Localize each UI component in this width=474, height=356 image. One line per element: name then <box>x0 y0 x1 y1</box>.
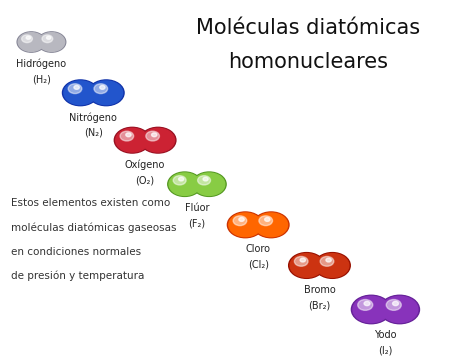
Text: (N₂): (N₂) <box>84 128 103 138</box>
Circle shape <box>228 212 263 238</box>
Circle shape <box>179 177 184 181</box>
Circle shape <box>253 212 289 238</box>
Circle shape <box>37 32 66 52</box>
Circle shape <box>169 173 201 195</box>
Text: (Br₂): (Br₂) <box>309 300 330 310</box>
Text: homonucleares: homonucleares <box>228 52 388 72</box>
Circle shape <box>382 297 418 323</box>
Circle shape <box>142 129 174 152</box>
Circle shape <box>22 35 32 43</box>
Circle shape <box>290 253 323 277</box>
Text: (H₂): (H₂) <box>32 74 51 84</box>
Circle shape <box>289 253 325 278</box>
Circle shape <box>90 81 123 105</box>
Circle shape <box>46 36 51 39</box>
Circle shape <box>38 33 64 51</box>
Text: Hidrógeno: Hidrógeno <box>17 59 66 69</box>
Circle shape <box>64 81 97 105</box>
Circle shape <box>192 172 226 197</box>
Text: (I₂): (I₂) <box>378 346 392 356</box>
Circle shape <box>146 131 159 141</box>
Circle shape <box>114 127 150 153</box>
Circle shape <box>26 36 30 39</box>
Circle shape <box>173 176 186 185</box>
Circle shape <box>320 256 334 266</box>
Circle shape <box>364 302 370 306</box>
Circle shape <box>140 127 176 153</box>
Circle shape <box>358 299 373 310</box>
Circle shape <box>116 129 149 152</box>
Text: Estos elementos existen como: Estos elementos existen como <box>11 198 170 208</box>
Circle shape <box>63 80 98 106</box>
Circle shape <box>264 218 270 221</box>
Circle shape <box>326 258 331 262</box>
Circle shape <box>17 32 46 52</box>
Text: Cloro: Cloro <box>246 245 271 255</box>
Text: Bromo: Bromo <box>303 285 335 295</box>
Circle shape <box>229 213 262 237</box>
Circle shape <box>386 299 401 310</box>
Circle shape <box>18 33 44 51</box>
Circle shape <box>351 295 391 324</box>
Text: Oxígeno: Oxígeno <box>125 160 165 170</box>
Circle shape <box>42 35 53 43</box>
Circle shape <box>68 84 82 94</box>
Circle shape <box>259 216 273 226</box>
Circle shape <box>193 173 225 195</box>
Circle shape <box>168 172 202 197</box>
Text: (O₂): (O₂) <box>136 175 155 185</box>
Circle shape <box>294 256 308 266</box>
Circle shape <box>88 80 124 106</box>
Text: de presión y temperatura: de presión y temperatura <box>11 271 144 281</box>
Circle shape <box>300 258 306 262</box>
Text: (F₂): (F₂) <box>188 219 206 229</box>
Circle shape <box>239 218 244 221</box>
Circle shape <box>74 85 79 89</box>
Text: Nitrógeno: Nitrógeno <box>69 112 117 123</box>
Circle shape <box>94 84 108 94</box>
Circle shape <box>100 85 105 89</box>
Circle shape <box>392 302 399 306</box>
Circle shape <box>198 176 210 185</box>
Text: en condiciones normales: en condiciones normales <box>11 246 141 257</box>
Circle shape <box>316 253 349 277</box>
Circle shape <box>353 297 390 323</box>
Circle shape <box>255 213 288 237</box>
Circle shape <box>126 133 131 137</box>
Circle shape <box>203 177 208 181</box>
Text: Flúor: Flúor <box>185 203 209 213</box>
Circle shape <box>233 216 247 226</box>
Text: Yodo: Yodo <box>374 330 397 340</box>
Circle shape <box>380 295 419 324</box>
Circle shape <box>314 253 350 278</box>
Circle shape <box>152 133 157 137</box>
Circle shape <box>120 131 134 141</box>
Text: (Cl₂): (Cl₂) <box>248 260 269 270</box>
Text: moléculas diatómicas gaseosas: moléculas diatómicas gaseosas <box>11 222 176 232</box>
Text: Moléculas diatómicas: Moléculas diatómicas <box>196 19 420 38</box>
